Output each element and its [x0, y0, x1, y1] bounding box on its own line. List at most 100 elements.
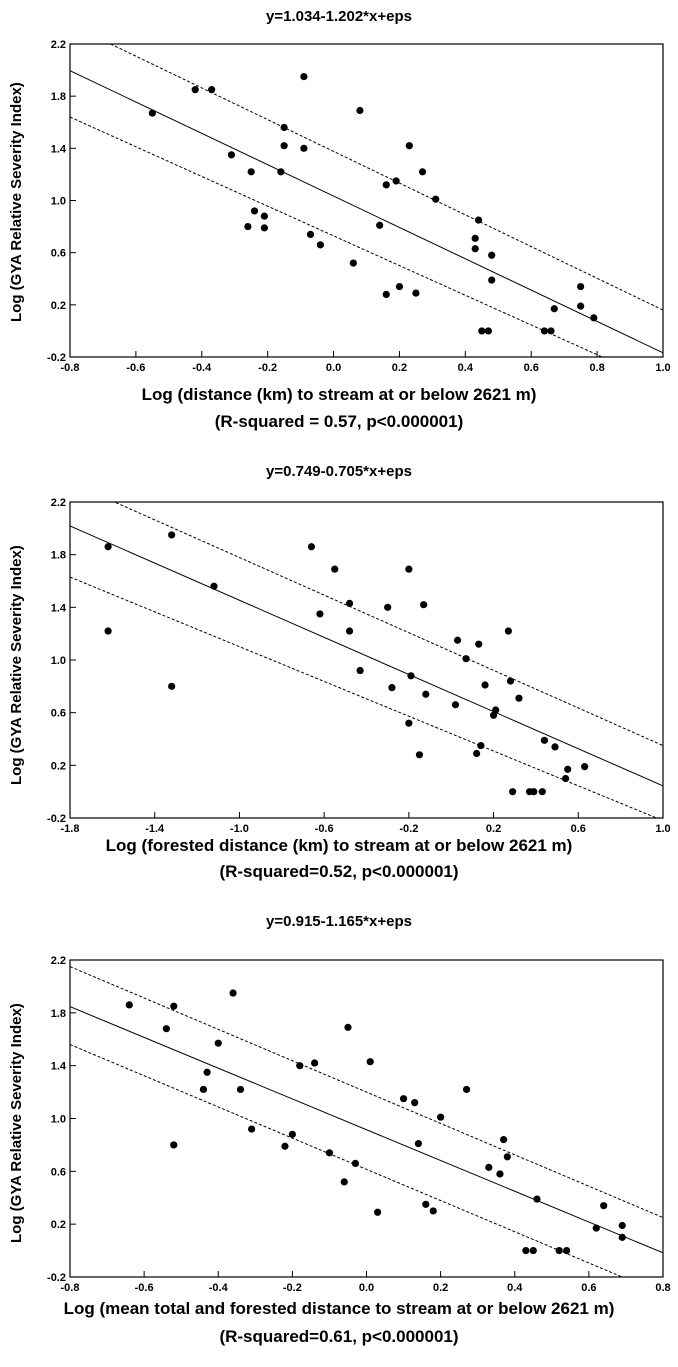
confidence-band-lower [70, 1044, 624, 1277]
y-tick-label: 1.8 [51, 550, 66, 562]
y-tick-label: 0.2 [51, 300, 66, 312]
x-tick-label: 0.6 [581, 1282, 596, 1294]
x-tick-label: 0.2 [433, 1282, 448, 1294]
data-point [382, 181, 390, 189]
data-point [405, 142, 413, 150]
data-point [453, 636, 462, 644]
y-tick-label: 1.8 [51, 91, 66, 103]
x-tick-label: 0.0 [359, 1282, 374, 1294]
data-point [374, 1208, 382, 1216]
x-tick-label: -0.2 [283, 1282, 302, 1294]
x-tick-label: -0.8 [61, 362, 80, 374]
y-tick-label: -0.2 [47, 352, 66, 364]
scatter-panel-2: y=0.749-0.705*x+eps Log (GYA Relative Se… [0, 455, 678, 915]
data-point [592, 1224, 600, 1232]
data-point [168, 531, 176, 539]
data-point [462, 1085, 471, 1094]
confidence-band-upper [113, 502, 663, 747]
data-point [214, 1039, 222, 1047]
x-tick-label: 0.6 [524, 362, 539, 374]
x-tick-label: 0.8 [589, 362, 604, 374]
regression-line [70, 1006, 663, 1254]
plot-frame [69, 959, 664, 1278]
fit-lines [70, 966, 663, 1277]
data-point [547, 327, 555, 335]
y-tick-label: 1.0 [51, 655, 66, 667]
x-tick-label: 0.6 [571, 823, 586, 835]
data-point [555, 1246, 563, 1255]
confidence-band-lower [70, 116, 604, 357]
x-tick-label: -0.2 [399, 823, 418, 835]
y-tick-label: 1.4 [51, 1061, 67, 1073]
data-point [600, 1202, 608, 1210]
data-point [551, 743, 559, 751]
data-point [392, 177, 400, 185]
data-point [280, 123, 288, 132]
data-point [296, 1062, 304, 1070]
data-point [481, 681, 489, 689]
data-point [382, 290, 390, 298]
y-tick-label: 0.6 [51, 708, 66, 720]
scatter-plot: -0.2 0.2 0.6 1.0 1.4 1.8 2.2 -0.8 -0.6 -0.4 -0.2 0.… [47, 955, 671, 1294]
data-point [488, 251, 496, 259]
x-tick-label: -1.8 [61, 823, 80, 835]
scatter-plot: -0.2 0.2 0.6 1.0 1.4 1.8 2.2 -0.8 -0.6 -0.4 -0.2 0.… [47, 39, 671, 374]
data-point [462, 655, 470, 663]
data-point [277, 168, 285, 176]
data-point [504, 627, 512, 635]
data-point [260, 212, 268, 220]
data-point [471, 245, 479, 253]
y-tick-label: 1.4 [51, 602, 67, 614]
data-point [300, 73, 308, 81]
data-point [590, 314, 598, 322]
data-point [170, 1141, 178, 1149]
data-point [300, 144, 308, 152]
x-tick-label: 0.4 [507, 1282, 523, 1294]
x-axis-label: Log (forested distance (km) to stream at… [105, 836, 573, 855]
data-point [191, 86, 199, 94]
data-point [563, 1246, 571, 1255]
y-tick-label: 1.8 [51, 1008, 66, 1020]
data-point [170, 1002, 178, 1010]
data-point [418, 168, 427, 176]
x-tick-label: -0.4 [192, 362, 212, 374]
chart-title: y=1.034-1.202*x+eps [266, 8, 412, 25]
fit-lines [70, 44, 663, 357]
data-point [356, 666, 364, 675]
data-point [168, 682, 176, 690]
data-point [437, 1113, 445, 1121]
data-point [307, 543, 316, 551]
data-point [429, 1207, 437, 1215]
y-tick-label: 1.4 [51, 143, 67, 155]
data-point [349, 259, 357, 267]
y-tick-label: 0.6 [51, 1166, 66, 1178]
data-point [345, 599, 354, 607]
data-point [316, 610, 324, 618]
data-point [104, 543, 112, 551]
data-point [199, 1085, 208, 1094]
data-point [496, 1170, 504, 1178]
r-squared-note: (R-squared = 0.57, p<0.000001) [214, 412, 464, 431]
data-point [162, 1025, 170, 1033]
data-point [376, 221, 384, 229]
r-squared-note: (R-squared=0.61, p<0.000001) [219, 1327, 459, 1346]
data-point [529, 1246, 537, 1255]
data-point [388, 684, 396, 692]
data-point [250, 207, 259, 215]
data-point [492, 706, 500, 714]
data-point [247, 168, 255, 176]
data-point [229, 989, 237, 997]
y-tick-label: 0.2 [51, 760, 66, 772]
x-tick-label: -0.4 [209, 1282, 229, 1294]
data-point [503, 1153, 511, 1161]
data-point [248, 1125, 256, 1133]
y-tick-label: 1.0 [51, 1114, 66, 1126]
x-tick-label: -1.4 [145, 823, 165, 835]
data-point [515, 694, 523, 702]
x-tick-label: 1.0 [655, 823, 670, 835]
data-point [148, 109, 156, 117]
data-point [325, 1149, 334, 1157]
data-point [366, 1058, 374, 1066]
confidence-band-upper [70, 966, 663, 1219]
scatter-panel-1: y=1.034-1.202*x+eps Log (GYA Relative Se… [0, 0, 678, 460]
